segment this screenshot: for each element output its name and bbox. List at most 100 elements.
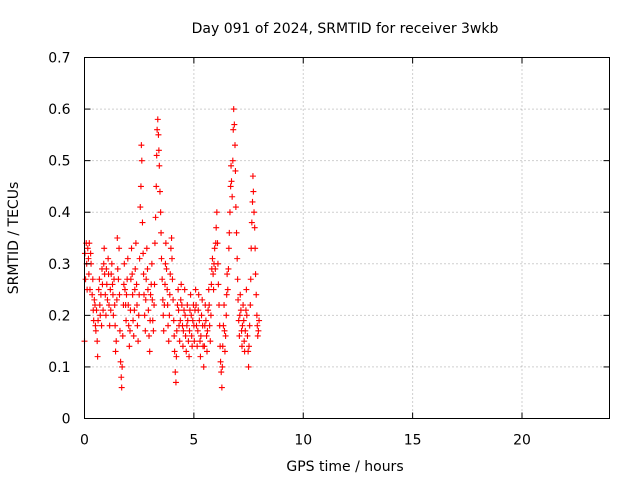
y-tick-label: 0.2 bbox=[48, 308, 70, 324]
data-point bbox=[158, 229, 165, 236]
data-point bbox=[141, 312, 148, 319]
data-point bbox=[196, 317, 203, 324]
y-tick-label: 0 bbox=[62, 412, 71, 428]
data-point bbox=[237, 307, 244, 314]
data-point bbox=[239, 322, 246, 329]
axis-ticks: 0 5 10 15 20 0 0.1 0.2 0.3 0.4 0.5 0.6 0.7 bbox=[48, 51, 610, 449]
data-point bbox=[186, 353, 193, 360]
data-point bbox=[246, 343, 252, 350]
data-point bbox=[172, 379, 179, 386]
data-point bbox=[92, 327, 99, 334]
data-point bbox=[96, 276, 103, 283]
data-point bbox=[191, 338, 198, 345]
data-point bbox=[173, 353, 180, 360]
data-point bbox=[232, 142, 238, 149]
data-point bbox=[236, 332, 243, 339]
data-point bbox=[147, 291, 154, 298]
data-point bbox=[112, 348, 119, 355]
data-point bbox=[107, 307, 114, 314]
data-point bbox=[206, 302, 213, 309]
data-point bbox=[170, 296, 177, 303]
data-point bbox=[230, 106, 237, 113]
data-point bbox=[106, 322, 113, 329]
data-point bbox=[85, 255, 92, 262]
data-point bbox=[180, 327, 187, 334]
x-tick-label: 0 bbox=[80, 433, 89, 449]
data-point bbox=[116, 327, 123, 334]
data-point bbox=[84, 245, 91, 252]
grid-lines bbox=[84, 57, 610, 419]
data-point bbox=[146, 348, 153, 355]
data-point bbox=[152, 214, 159, 221]
data-point bbox=[169, 255, 175, 262]
data-point bbox=[224, 286, 231, 293]
data-point bbox=[240, 302, 247, 309]
data-point bbox=[95, 286, 102, 293]
data-point bbox=[140, 250, 147, 257]
data-point bbox=[132, 240, 139, 247]
data-point bbox=[137, 204, 144, 211]
plot-frame bbox=[84, 57, 610, 419]
y-tick-label: 0.3 bbox=[48, 257, 70, 273]
data-point bbox=[184, 302, 191, 309]
data-point bbox=[225, 265, 232, 272]
data-point bbox=[128, 245, 135, 252]
data-point bbox=[221, 302, 228, 309]
data-point bbox=[162, 281, 168, 288]
data-point bbox=[125, 322, 132, 329]
data-point bbox=[214, 260, 221, 267]
data-point bbox=[168, 235, 175, 241]
data-point bbox=[159, 276, 166, 283]
data-point bbox=[92, 322, 99, 329]
x-tick-label: 5 bbox=[189, 433, 198, 449]
data-point bbox=[251, 209, 258, 216]
data-point bbox=[115, 276, 122, 283]
data-point bbox=[197, 338, 203, 345]
data-point bbox=[126, 343, 133, 350]
data-point bbox=[159, 296, 166, 303]
data-point bbox=[95, 317, 102, 324]
data-point bbox=[212, 265, 219, 272]
data-point bbox=[233, 229, 240, 236]
data-point bbox=[151, 281, 158, 288]
data-point bbox=[242, 327, 249, 334]
data-point bbox=[235, 317, 242, 324]
data-point bbox=[154, 116, 161, 123]
data-point bbox=[243, 312, 250, 319]
data-point bbox=[97, 312, 104, 319]
data-point bbox=[144, 286, 151, 293]
data-point bbox=[204, 348, 210, 355]
data-point bbox=[178, 302, 185, 309]
data-point bbox=[108, 271, 115, 278]
data-point bbox=[207, 312, 214, 319]
data-point bbox=[157, 209, 164, 216]
data-point bbox=[193, 302, 200, 309]
data-point bbox=[130, 317, 137, 324]
y-axis-label: SRMTID / TECUs bbox=[6, 182, 22, 295]
data-point bbox=[189, 343, 196, 350]
data-point bbox=[217, 358, 224, 365]
data-point bbox=[194, 343, 201, 350]
data-point bbox=[150, 327, 157, 334]
data-point bbox=[182, 332, 189, 339]
data-point bbox=[100, 307, 107, 314]
data-point bbox=[222, 332, 229, 339]
data-point bbox=[224, 271, 231, 278]
data-point bbox=[129, 291, 136, 298]
data-point bbox=[134, 302, 140, 309]
data-point bbox=[160, 327, 167, 334]
data-point bbox=[86, 240, 93, 247]
data-point bbox=[188, 332, 195, 339]
x-tick-label: 20 bbox=[513, 433, 531, 449]
data-point bbox=[252, 245, 259, 252]
data-point bbox=[214, 240, 221, 247]
data-point bbox=[186, 327, 193, 334]
data-point bbox=[181, 307, 188, 314]
data-point bbox=[105, 255, 112, 262]
data-point bbox=[107, 286, 114, 293]
y-tick-label: 0.6 bbox=[48, 102, 70, 118]
data-point bbox=[121, 260, 128, 267]
data-point bbox=[118, 384, 125, 391]
data-point bbox=[248, 219, 255, 226]
